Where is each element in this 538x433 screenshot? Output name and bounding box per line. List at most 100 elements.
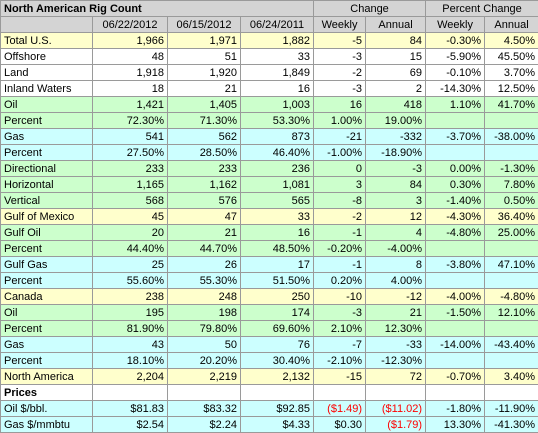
data-row: Gulf Gas 25 26 17 -1 8 -3.80% 47.10%	[0, 256, 538, 273]
section-row: Prices	[0, 384, 538, 401]
cell: $2.24	[167, 416, 241, 433]
cell: 0.30%	[425, 176, 486, 193]
column-header-row: 06/22/2012 06/15/2012 06/24/2011 Weekly Annu…	[0, 16, 538, 33]
row-label: Percent	[0, 320, 93, 337]
cell: -4.00%	[425, 288, 486, 305]
cell	[484, 272, 538, 289]
cell: -18.90%	[365, 144, 427, 161]
cell: 17	[239, 256, 315, 273]
cell: 19.00%	[365, 112, 427, 129]
cell: 0	[313, 160, 367, 177]
cell: 1,966	[92, 32, 168, 49]
row-label: Oil	[0, 96, 93, 113]
cell: 873	[239, 128, 315, 145]
row-label: North America	[0, 368, 93, 385]
cell: -10	[313, 288, 367, 305]
row-label: Gulf Gas	[0, 256, 93, 273]
cell: 233	[92, 160, 168, 177]
row-label: Percent	[0, 272, 93, 289]
data-row: Percent 55.60% 55.30% 51.50% 0.20% 4.00%	[0, 272, 538, 289]
cell: 84	[365, 176, 427, 193]
cell: 3	[313, 176, 367, 193]
cell: -3	[313, 80, 367, 97]
cell: 50	[167, 336, 241, 353]
cell: 12.50%	[484, 80, 538, 97]
cell: ($1.49)	[313, 400, 367, 417]
cell: -15	[313, 368, 367, 385]
row-label: Total U.S.	[0, 32, 93, 49]
row-label: Vertical	[0, 192, 93, 209]
cell: 2,132	[239, 368, 315, 385]
data-row: Percent 81.90% 79.80% 69.60% 2.10% 12.30%	[0, 320, 538, 337]
table-title: North American Rig Count	[0, 0, 315, 17]
cell: 3	[365, 192, 427, 209]
cell	[313, 384, 367, 401]
data-row: Oil $/bbl. $81.83 $83.32 $92.85 ($1.49) ($11.…	[0, 400, 538, 417]
cell: -3	[313, 304, 367, 321]
row-label: Oil $/bbl.	[0, 400, 93, 417]
cell: -12.30%	[365, 352, 427, 369]
cell	[425, 112, 486, 129]
cell: -43.40%	[484, 336, 538, 353]
data-row: Canada 238 248 250 -10 -12 -4.00% -4.80%	[0, 288, 538, 305]
cell: 27.50%	[92, 144, 168, 161]
cell: 45	[92, 208, 168, 225]
cell: -4.80%	[484, 288, 538, 305]
cell	[239, 384, 315, 401]
cell	[484, 352, 538, 369]
column-header: Annual	[365, 16, 427, 33]
cell: -14.30%	[425, 80, 486, 97]
cell: -1.80%	[425, 400, 486, 417]
cell: 0.20%	[313, 272, 367, 289]
cell: $4.33	[239, 416, 315, 433]
cell: 2	[365, 80, 427, 97]
cell	[92, 384, 168, 401]
cell: 7.80%	[484, 176, 538, 193]
cell: 3.40%	[484, 368, 538, 385]
row-label: Canada	[0, 288, 93, 305]
cell: -1.50%	[425, 304, 486, 321]
cell: -1	[313, 256, 367, 273]
cell: 0.50%	[484, 192, 538, 209]
cell	[365, 384, 427, 401]
row-label: Gulf of Mexico	[0, 208, 93, 225]
cell: -33	[365, 336, 427, 353]
cell	[484, 144, 538, 161]
cell	[425, 240, 486, 257]
header-row: North American Rig Count Change Percent …	[0, 0, 538, 17]
column-header: 06/15/2012	[167, 16, 241, 33]
cell: 2,204	[92, 368, 168, 385]
cell	[425, 320, 486, 337]
data-row: Percent 18.10% 20.20% 30.40% -2.10% -12.30%	[0, 352, 538, 369]
cell: -2	[313, 208, 367, 225]
cell: 16	[239, 80, 315, 97]
cell: -38.00%	[484, 128, 538, 145]
cell: -332	[365, 128, 427, 145]
cell: -5	[313, 32, 367, 49]
group-header: Percent Change	[425, 0, 538, 17]
cell: 72	[365, 368, 427, 385]
cell: 250	[239, 288, 315, 305]
data-row: North America 2,204 2,219 2,132 -15 72 -0.70% 3…	[0, 368, 538, 385]
cell: 1,849	[239, 64, 315, 81]
cell: 1,081	[239, 176, 315, 193]
cell: 195	[92, 304, 168, 321]
cell: 55.60%	[92, 272, 168, 289]
data-row: Land 1,918 1,920 1,849 -2 69 -0.10% 3.70%	[0, 64, 538, 81]
cell: -3.80%	[425, 256, 486, 273]
cell: -3.70%	[425, 128, 486, 145]
data-row: Gulf Oil 20 21 16 -1 4 -4.80% 25.00%	[0, 224, 538, 241]
cell: -41.30%	[484, 416, 538, 433]
row-label: Oil	[0, 304, 93, 321]
section-title: Prices	[0, 384, 93, 401]
cell: -0.10%	[425, 64, 486, 81]
cell: 1,003	[239, 96, 315, 113]
cell: 2,219	[167, 368, 241, 385]
cell: 44.70%	[167, 240, 241, 257]
cell	[425, 144, 486, 161]
cell: 21	[167, 80, 241, 97]
cell: 48	[92, 48, 168, 65]
cell: ($11.02)	[365, 400, 427, 417]
row-label: Percent	[0, 352, 93, 369]
